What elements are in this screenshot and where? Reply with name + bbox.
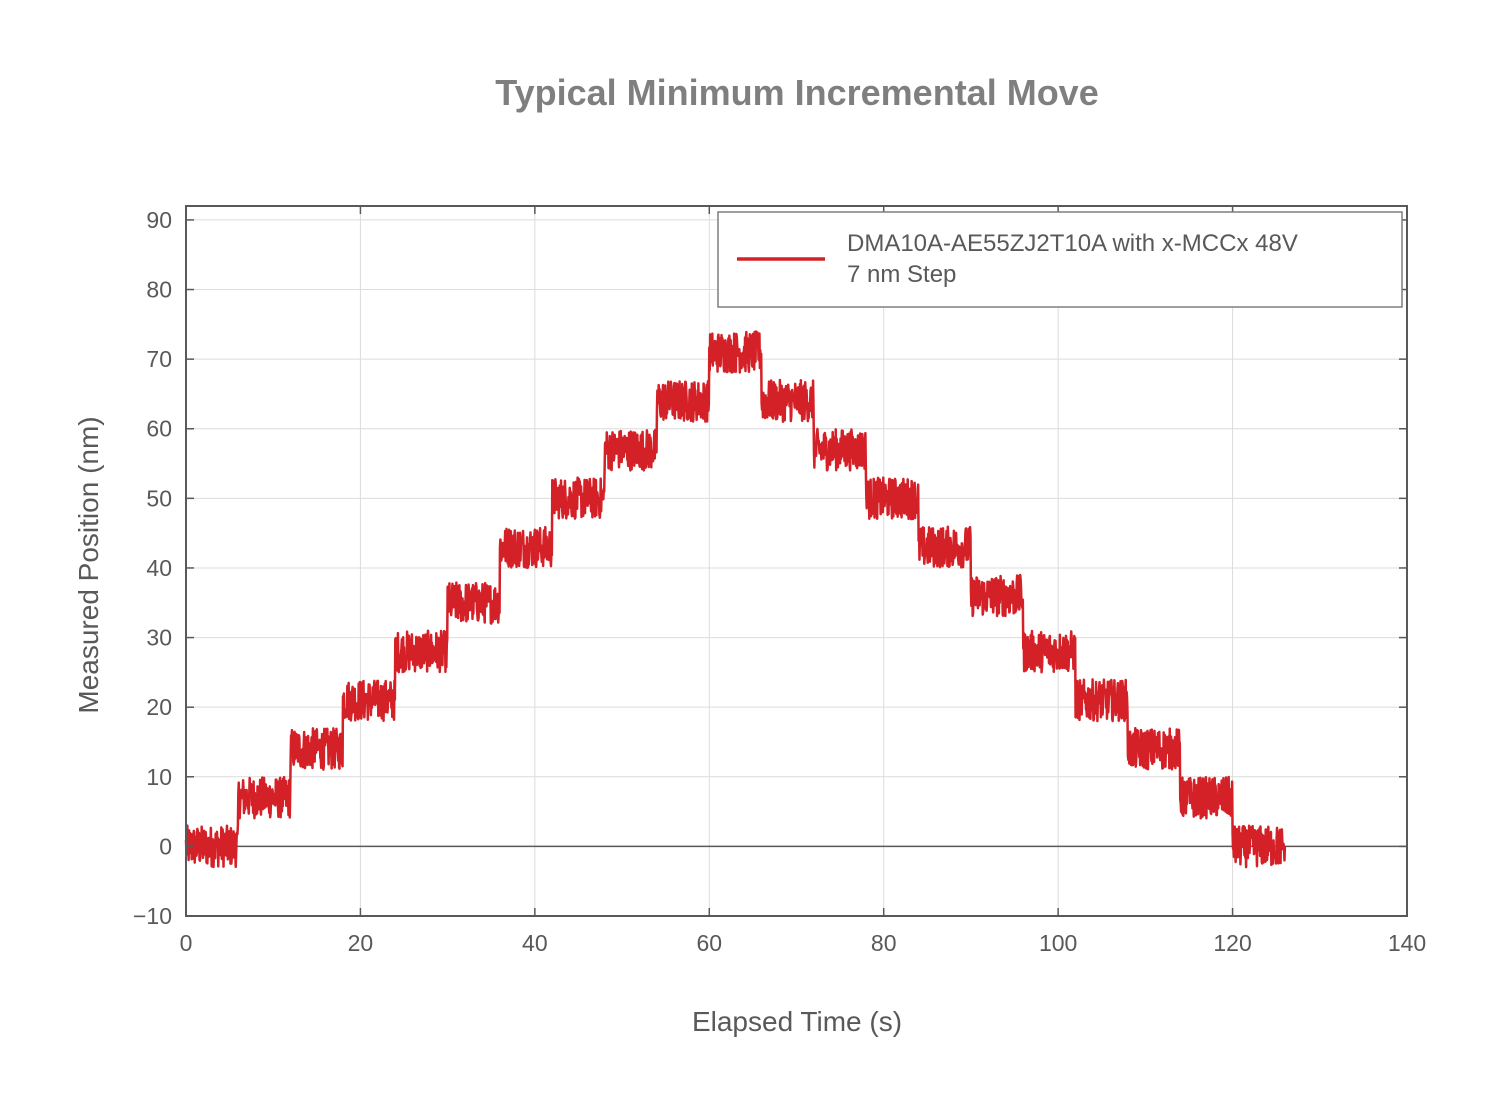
y-tick-label: −10: [133, 903, 172, 929]
legend: DMA10A-AE55ZJ2T10A with x-MCCx 48V 7 nm …: [717, 211, 1403, 308]
series-line-7nm-step: [184, 330, 1287, 869]
y-tick-label: 70: [146, 346, 172, 372]
y-tick-label: 0: [159, 833, 172, 859]
chart-title: Typical Minimum Incremental Move: [495, 72, 1098, 113]
y-tick-label: 40: [146, 555, 172, 581]
x-axis-label: Elapsed Time (s): [692, 1006, 902, 1037]
y-tick-label: 50: [146, 485, 172, 511]
y-tick-label: 80: [146, 277, 172, 303]
tick-label-layer: 0 20 40 60 80 100 120 140 −10 0 10 20 30 40 50 60 70 80 90: [133, 207, 1426, 956]
y-tick-label: 20: [146, 694, 172, 720]
tick-layer: [185, 206, 1408, 917]
x-tick-label: 60: [696, 930, 722, 956]
grid-layer: [186, 206, 1407, 916]
plot-frame: [185, 205, 1408, 917]
y-tick-label: 60: [146, 416, 172, 442]
x-tick-label: 120: [1213, 930, 1251, 956]
y-tick-label: 10: [146, 764, 172, 790]
x-tick-label: 80: [871, 930, 897, 956]
legend-label-line-1: DMA10A-AE55ZJ2T10A with x-MCCx 48V: [847, 230, 1298, 257]
x-tick-label: 0: [180, 930, 193, 956]
legend-box: [717, 211, 1403, 308]
y-tick-label: 90: [146, 207, 172, 233]
y-tick-label: 30: [146, 625, 172, 651]
x-tick-label: 20: [348, 930, 374, 956]
legend-label-line-2: 7 nm Step: [847, 261, 956, 288]
x-tick-label: 100: [1039, 930, 1077, 956]
y-axis-label: Measured Position (nm): [73, 416, 104, 713]
series-layer: [184, 330, 1287, 869]
x-tick-label: 40: [522, 930, 548, 956]
x-tick-label: 140: [1388, 930, 1426, 956]
